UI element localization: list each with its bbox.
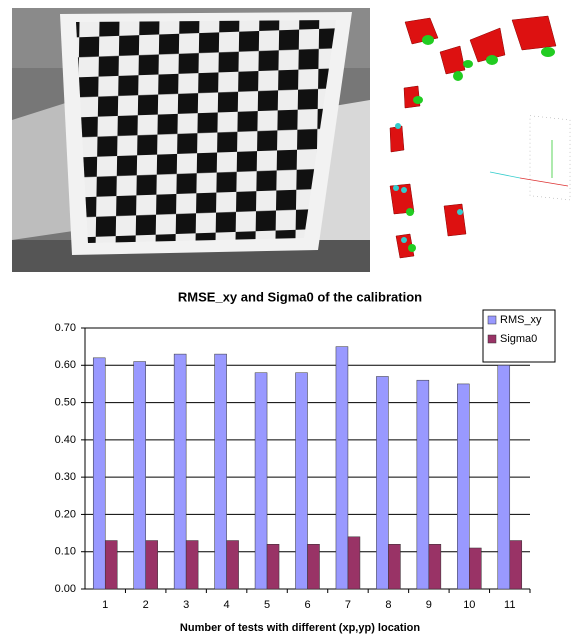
y-tick-label: 0.30 bbox=[55, 471, 76, 483]
bar bbox=[105, 541, 117, 589]
x-tick-label: 10 bbox=[463, 599, 475, 611]
camera-pose-plot bbox=[390, 16, 570, 258]
bar bbox=[174, 354, 186, 589]
y-tick-label: 0.10 bbox=[55, 546, 76, 558]
x-tick-label: 4 bbox=[224, 599, 230, 611]
x-tick-label: 9 bbox=[426, 599, 432, 611]
point-grid bbox=[530, 116, 570, 200]
y-tick-label: 0.40 bbox=[55, 434, 76, 446]
bar bbox=[227, 541, 239, 589]
x-tick-label: 7 bbox=[345, 599, 351, 611]
bar bbox=[255, 373, 267, 589]
bar bbox=[134, 362, 146, 589]
legend-swatch bbox=[488, 335, 496, 343]
x-tick-label: 6 bbox=[304, 599, 310, 611]
x-tick-label: 1 bbox=[102, 599, 108, 611]
y-tick-label: 0.70 bbox=[55, 322, 76, 334]
bar bbox=[348, 537, 360, 589]
bar bbox=[429, 544, 441, 589]
y-tick-label: 0.60 bbox=[55, 359, 76, 371]
x-tick-label: 3 bbox=[183, 599, 189, 611]
legend-swatch bbox=[488, 316, 496, 324]
chart-title: RMSE_xy and Sigma0 of the calibration bbox=[178, 289, 422, 304]
y-tick-label: 0.00 bbox=[55, 583, 76, 595]
x-tick-label: 5 bbox=[264, 599, 270, 611]
bar bbox=[336, 347, 348, 589]
bar bbox=[296, 373, 308, 589]
x-tick-label: 11 bbox=[504, 599, 515, 611]
bar bbox=[186, 541, 198, 589]
x-tick-label: 2 bbox=[143, 599, 149, 611]
calibration-photo bbox=[12, 8, 370, 272]
bar bbox=[308, 544, 320, 589]
bar bbox=[93, 358, 105, 589]
bar bbox=[146, 541, 158, 589]
y-tick-label: 0.50 bbox=[55, 396, 76, 408]
bar bbox=[215, 354, 227, 589]
plot-area: 0.00 0.10 0.20 0.30 0.40 0.50 0.60 0.70 1 2 3 4 5 6 7 8… bbox=[55, 310, 555, 611]
legend-label: Sigma0 bbox=[500, 333, 537, 345]
y-tick-label: 0.20 bbox=[55, 508, 76, 520]
bar bbox=[417, 380, 429, 589]
x-tick-label: 8 bbox=[385, 599, 391, 611]
legend-label: RMS_xy bbox=[500, 314, 542, 326]
bar bbox=[510, 541, 522, 589]
x-axis-label: Number of tests with different (xp,yp) l… bbox=[180, 622, 420, 634]
bar bbox=[267, 544, 279, 589]
bar bbox=[457, 384, 469, 589]
bar bbox=[469, 548, 481, 589]
bar bbox=[498, 365, 510, 589]
bar bbox=[388, 544, 400, 589]
page: RMSE_xy and Sigma0 of the calibration Nu… bbox=[0, 0, 581, 637]
bar bbox=[376, 376, 388, 589]
